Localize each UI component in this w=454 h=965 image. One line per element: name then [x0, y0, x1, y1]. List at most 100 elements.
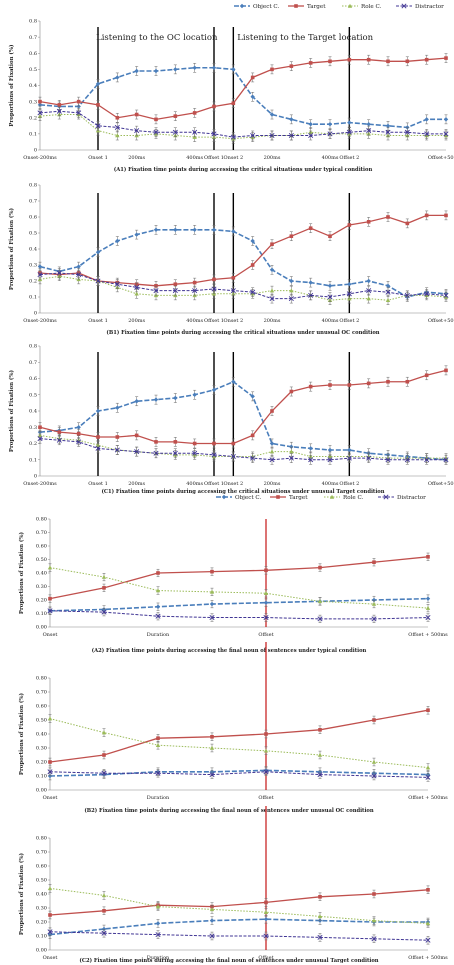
- data-point: [443, 117, 449, 122]
- data-point: [425, 596, 431, 601]
- data-point: [56, 108, 62, 114]
- legend-label: Role C.: [361, 4, 382, 10]
- y-tick-label: 0.1: [29, 295, 37, 301]
- data-point: [270, 409, 274, 413]
- annotation: Listening to the OC location: [96, 33, 218, 43]
- data-point: [366, 381, 371, 386]
- series-line: [39, 434, 446, 459]
- data-point: [155, 921, 161, 926]
- data-point: [38, 99, 42, 104]
- x-tick-label: Offset 1: [204, 481, 224, 487]
- data-point: [424, 457, 430, 463]
- panel-caption: (A1) Fixation time points during accessi…: [114, 166, 373, 173]
- y-axis-label: Proportions of Fixation (%): [18, 531, 25, 614]
- data-point: [250, 75, 255, 80]
- x-tick-label: Offset: [258, 632, 273, 638]
- data-point: [153, 129, 159, 135]
- data-point: [172, 129, 178, 135]
- data-point: [153, 68, 159, 74]
- y-tick-label: 0.4: [29, 247, 37, 253]
- data-point: [308, 61, 313, 65]
- data-point: [289, 444, 294, 449]
- data-point: [57, 103, 62, 107]
- data-point: [269, 296, 275, 302]
- data-point: [269, 112, 275, 117]
- data-point: [212, 441, 216, 446]
- data-point: [134, 112, 139, 117]
- data-point: [48, 760, 52, 764]
- legend-label: Object C.: [253, 4, 279, 10]
- y-tick-label: 0.6: [29, 215, 37, 221]
- data-point: [115, 115, 120, 120]
- y-tick-label: 0.00: [36, 625, 47, 631]
- data-point: [385, 457, 391, 463]
- data-point: [424, 213, 429, 218]
- y-tick-label: 0.7: [29, 35, 37, 41]
- legend-label: Distractor: [397, 495, 426, 501]
- x-tick-label: Duration: [147, 795, 170, 801]
- data-point: [115, 405, 120, 410]
- data-point: [371, 918, 377, 923]
- data-point: [250, 94, 255, 99]
- chart-panel-c2: 0.00 0.10 0.20 0.30 0.40 0.50 0.60 0.70 0.80 Prop…: [18, 806, 448, 964]
- legend-label: Object C.: [235, 495, 261, 501]
- series-line: [49, 556, 429, 600]
- data-point: [426, 555, 430, 559]
- series-line: [49, 889, 429, 916]
- chart-panel-c1: 0 0.1 0.2 0.3 0.4 0.5 0.6 0.7 0.8 Proportions of …: [8, 344, 454, 495]
- data-point: [425, 605, 431, 610]
- series-line: [39, 380, 447, 461]
- series-line: [49, 931, 429, 941]
- data-point: [48, 596, 52, 601]
- data-point: [443, 292, 449, 298]
- series-target: [38, 365, 448, 449]
- data-point: [48, 913, 52, 917]
- data-point: [76, 104, 81, 109]
- data-point: [192, 65, 197, 70]
- legend: Object C. Target Role C. Distractor: [216, 494, 426, 501]
- legend: Object C. Target Role C. Distractor: [234, 3, 444, 10]
- data-point: [230, 288, 236, 294]
- x-tick-label: Onset-200ms: [23, 481, 57, 487]
- x-tick-label: Onset 2: [224, 318, 244, 324]
- series-line: [39, 275, 447, 301]
- data-point: [444, 368, 448, 373]
- data-point: [270, 67, 274, 72]
- data-point: [263, 933, 269, 939]
- y-tick-label: 0.70: [36, 530, 47, 536]
- data-point: [210, 735, 214, 739]
- data-point: [308, 132, 314, 139]
- data-point: [155, 932, 161, 938]
- data-point: [250, 289, 256, 295]
- x-tick-label: 400ms: [186, 318, 203, 324]
- y-tick-label: 0.3: [29, 263, 37, 269]
- data-point: [366, 220, 371, 224]
- chart-panel-b1: 0 0.1 0.2 0.3 0.4 0.5 0.6 0.7 0.8 Proportions of …: [8, 183, 454, 336]
- y-tick-label: 0.60: [36, 544, 47, 550]
- data-point: [308, 226, 313, 230]
- x-tick-label: Onset 2: [224, 155, 244, 161]
- x-tick-label: Offset 2: [339, 155, 359, 161]
- data-point: [37, 272, 43, 278]
- data-point: [134, 68, 139, 74]
- y-tick-label: 0.50: [36, 718, 47, 724]
- data-point: [47, 773, 53, 779]
- data-point: [47, 565, 53, 570]
- data-point: [211, 131, 217, 137]
- data-point: [308, 122, 313, 127]
- data-point: [76, 264, 81, 269]
- legend-marker: [294, 4, 298, 8]
- data-point: [366, 296, 371, 301]
- series-target: [48, 706, 430, 767]
- y-tick-label: 0.8: [29, 183, 37, 189]
- x-tick-label: Offset+500ms: [428, 318, 454, 324]
- data-point: [404, 457, 410, 463]
- data-point: [263, 748, 269, 753]
- y-tick-label: 0.30: [36, 906, 47, 912]
- data-point: [209, 615, 215, 621]
- data-point: [289, 389, 294, 394]
- y-tick-label: 0: [34, 148, 37, 154]
- data-point: [192, 129, 198, 135]
- data-point: [96, 435, 100, 439]
- data-point: [385, 289, 391, 295]
